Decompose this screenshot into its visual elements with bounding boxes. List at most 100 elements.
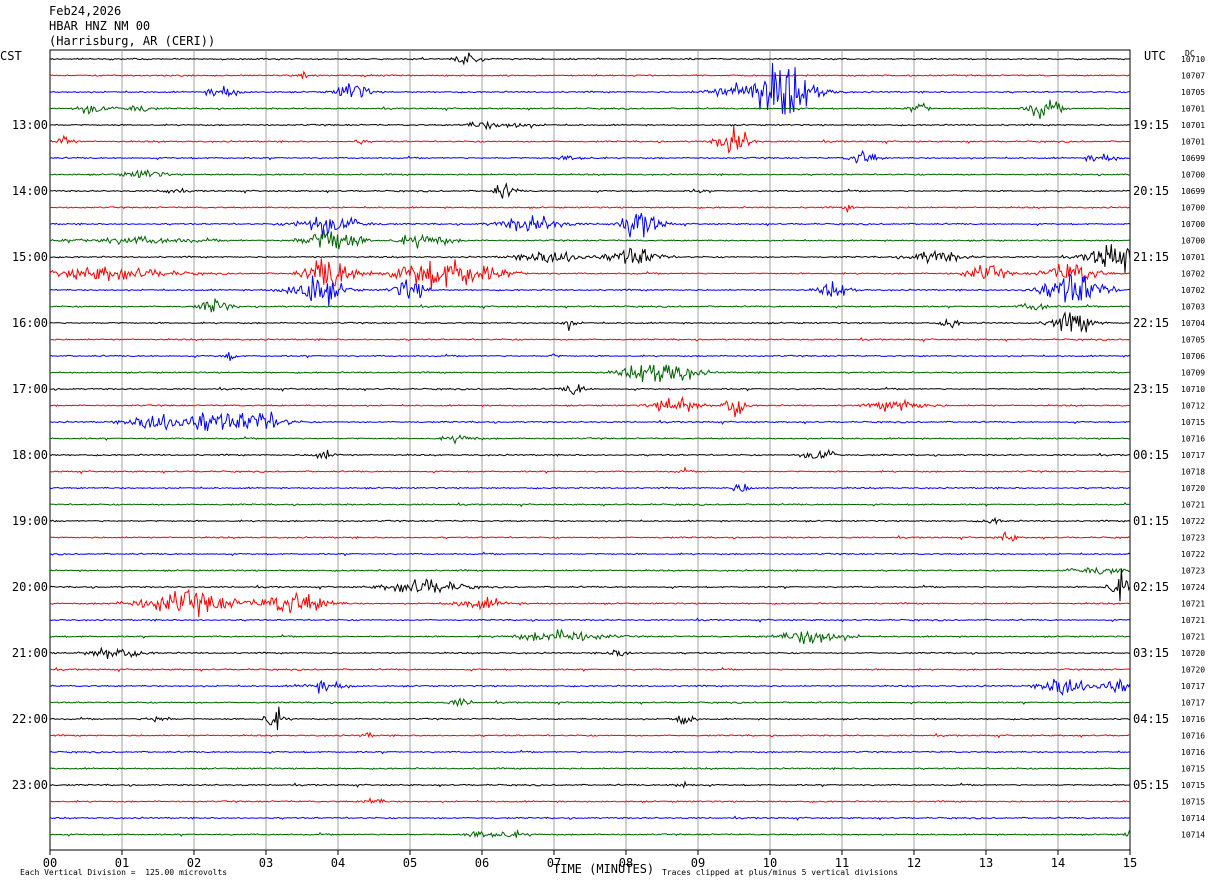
utc-hour-label: 05:15 (1133, 778, 1169, 792)
seismic-trace (49, 395, 1131, 418)
x-tick-label: 00 (43, 856, 57, 870)
dc-offset-label: 10700 (1181, 204, 1205, 213)
seismic-trace (49, 411, 1130, 432)
seismic-trace (49, 244, 1131, 273)
x-tick-label: 12 (907, 856, 921, 870)
dc-offset-label: 10714 (1181, 814, 1205, 823)
dc-offset-label: 10716 (1181, 435, 1205, 444)
seismic-trace (49, 273, 1131, 307)
x-tick-label: 02 (187, 856, 201, 870)
dc-offset-label: 10717 (1181, 699, 1205, 708)
seismic-trace (49, 483, 1131, 492)
local-hour-label: 18:00 (12, 448, 48, 462)
x-tick-label: 13 (979, 856, 993, 870)
dc-offset-label: 10717 (1181, 682, 1205, 691)
dc-offset-label: 10699 (1181, 154, 1205, 163)
dc-offset-label: 10705 (1181, 336, 1205, 345)
dc-offset-label: 10721 (1181, 633, 1205, 642)
dc-offset-label: 10700 (1181, 171, 1205, 180)
seismic-trace (50, 434, 1131, 445)
dc-offset-label: 10700 (1181, 237, 1205, 246)
x-tick-label: 04 (331, 856, 345, 870)
dc-offset-label: 10710 (1181, 385, 1205, 394)
dc-offset-label: 10707 (1181, 72, 1205, 81)
x-tick-label: 07 (547, 856, 561, 870)
seismic-trace (50, 551, 1131, 557)
utc-hour-label: 23:15 (1133, 382, 1169, 396)
vertical-scale-note: Each Vertical Division = 125.00 microvol… (20, 868, 228, 877)
seismic-trace (49, 182, 1131, 199)
dc-offset-label: 10720 (1181, 666, 1205, 675)
seismic-trace (49, 364, 1131, 383)
dc-offset-label: 10701 (1181, 105, 1205, 114)
local-hour-label: 15:00 (12, 250, 48, 264)
dc-offset-label: 10715 (1181, 781, 1205, 790)
x-tick-label: 11 (835, 856, 849, 870)
dc-column-title: DC (1185, 49, 1195, 58)
plot-frame (49, 49, 1131, 851)
right-timezone-label: UTC (1144, 49, 1166, 63)
x-tick-label: 05 (403, 856, 417, 870)
dc-offset-label: 10721 (1181, 501, 1205, 510)
seismic-trace (49, 501, 1131, 508)
seismic-trace (49, 120, 1131, 131)
dc-offset-label: 10720 (1181, 484, 1205, 493)
dc-offset-label: 10718 (1181, 468, 1205, 477)
seismic-trace (49, 815, 1131, 821)
seismic-trace (50, 212, 1131, 238)
x-tick-label: 03 (259, 856, 273, 870)
dc-offset-label: 10723 (1181, 534, 1205, 543)
seismic-trace (49, 516, 1131, 526)
dc-offset-label: 10716 (1181, 732, 1205, 741)
seismic-trace (49, 706, 1131, 731)
seismic-trace (49, 617, 1131, 623)
x-tick-label: 10 (763, 856, 777, 870)
seismic-trace (49, 337, 1131, 343)
seismic-trace (49, 731, 1131, 739)
seismic-trace (49, 448, 1131, 460)
dc-offset-label: 10704 (1181, 319, 1205, 328)
utc-hour-label: 20:15 (1133, 184, 1169, 198)
local-hour-label: 22:00 (12, 712, 48, 726)
dc-offset-label: 10715 (1181, 798, 1205, 807)
seismic-trace (49, 628, 1131, 645)
dc-offset-label: 10706 (1181, 352, 1205, 361)
seismic-trace (49, 149, 1131, 164)
left-timezone-label: CST (0, 49, 22, 63)
seismic-trace (49, 311, 1130, 333)
seismic-trace (49, 70, 1131, 79)
station-code: HBAR HNZ NM 00 (49, 19, 151, 33)
dc-offset-label: 10721 (1181, 600, 1205, 609)
seismic-trace (50, 99, 1131, 120)
seismic-trace (49, 828, 1131, 839)
x-tick-label: 06 (475, 856, 489, 870)
seismic-trace (50, 666, 1131, 673)
seismic-trace (49, 258, 1131, 290)
utc-hour-label: 04:15 (1133, 712, 1169, 726)
dc-offset-label: 10700 (1181, 220, 1205, 229)
dc-offset-label: 10720 (1181, 649, 1205, 658)
utc-hour-label: 01:15 (1133, 514, 1169, 528)
clipping-note: Traces clipped at plus/minus 5 vertical … (662, 868, 899, 877)
dc-offset-label: 10724 (1181, 583, 1205, 592)
seismic-trace (49, 62, 1131, 115)
utc-hour-label: 00:15 (1133, 448, 1169, 462)
dc-offset-label: 10714 (1181, 831, 1205, 840)
dc-offset-label: 10717 (1181, 451, 1205, 460)
dc-offset-label: 10709 (1181, 369, 1205, 378)
dc-offset-label: 10716 (1181, 715, 1205, 724)
dc-offset-label: 10701 (1181, 138, 1205, 147)
seismic-trace (49, 566, 1131, 575)
utc-hour-label: 03:15 (1133, 646, 1169, 660)
x-tick-label: 01 (115, 856, 129, 870)
seismic-trace (49, 298, 1130, 313)
utc-hour-label: 22:15 (1133, 316, 1169, 330)
dc-offset-label: 10712 (1181, 402, 1205, 411)
dc-offset-label: 10723 (1181, 567, 1205, 576)
seismic-trace (49, 52, 1131, 66)
seismic-trace (50, 204, 1131, 213)
dc-offset-label: 10716 (1181, 748, 1205, 757)
seismic-trace (50, 646, 1131, 659)
seismic-trace (49, 568, 1131, 602)
